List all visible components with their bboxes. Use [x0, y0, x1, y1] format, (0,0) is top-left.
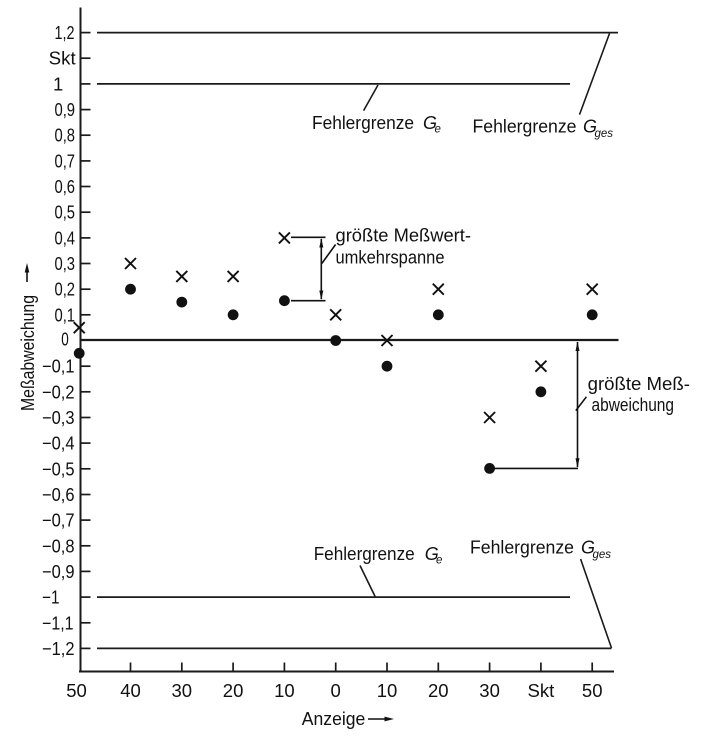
svg-text:−1,1: −1,1: [42, 612, 74, 633]
svg-text:G: G: [581, 538, 595, 558]
svg-text:ges: ges: [593, 549, 612, 561]
svg-text:40: 40: [120, 680, 141, 701]
svg-text:Fehlergrenze: Fehlergrenze: [470, 538, 574, 558]
svg-text:0,9: 0,9: [55, 99, 76, 120]
svg-text:0: 0: [331, 680, 341, 701]
svg-text:−0,7: −0,7: [42, 510, 75, 531]
svg-text:0,8: 0,8: [55, 125, 76, 146]
svg-text:Skt: Skt: [49, 48, 76, 69]
svg-text:−0,3: −0,3: [42, 407, 75, 428]
svg-text:20: 20: [223, 680, 244, 701]
svg-text:1: 1: [53, 73, 63, 94]
svg-text:0,7: 0,7: [55, 150, 76, 171]
svg-text:e: e: [436, 555, 442, 567]
svg-text:Anzeige: Anzeige: [302, 708, 366, 729]
svg-text:abweichung: abweichung: [592, 395, 675, 415]
svg-text:ges: ges: [595, 128, 614, 140]
svg-text:−0,8: −0,8: [42, 535, 75, 556]
svg-text:Meßabweichung: Meßabweichung: [17, 295, 38, 411]
svg-text:0,2: 0,2: [55, 279, 76, 300]
svg-text:Fehlergrenze: Fehlergrenze: [314, 544, 415, 564]
svg-text:größte Meß-: größte Meß-: [588, 374, 690, 394]
svg-text:0,5: 0,5: [55, 202, 76, 223]
svg-text:10: 10: [274, 680, 295, 701]
svg-text:50: 50: [582, 680, 603, 701]
svg-text:0,4: 0,4: [55, 227, 76, 248]
svg-text:G: G: [423, 113, 437, 133]
svg-text:Skt: Skt: [528, 680, 555, 701]
svg-text:0,3: 0,3: [55, 253, 76, 274]
svg-text:1,2: 1,2: [55, 22, 75, 43]
svg-text:20: 20: [428, 680, 449, 701]
svg-text:−1: −1: [42, 587, 60, 608]
svg-text:10: 10: [377, 680, 398, 701]
svg-text:30: 30: [172, 680, 193, 701]
svg-text:−1,2: −1,2: [42, 638, 75, 659]
svg-text:umkehrspanne: umkehrspanne: [336, 248, 445, 268]
svg-text:−0,5: −0,5: [42, 458, 75, 479]
svg-text:0: 0: [61, 328, 69, 349]
svg-text:größte Meßwert-: größte Meßwert-: [336, 226, 472, 246]
svg-text:−0,2: −0,2: [42, 381, 75, 402]
svg-text:−0,9: −0,9: [42, 561, 75, 582]
svg-text:G: G: [583, 117, 597, 137]
svg-text:Fehlergrenze: Fehlergrenze: [312, 113, 414, 133]
svg-text:Fehlergrenze: Fehlergrenze: [473, 117, 577, 137]
svg-text:0,1: 0,1: [55, 304, 76, 325]
svg-text:−0,1: −0,1: [42, 356, 75, 377]
svg-text:−0,6: −0,6: [42, 484, 75, 505]
svg-text:−0,4: −0,4: [42, 433, 75, 454]
svg-text:50: 50: [66, 680, 87, 701]
svg-text:30: 30: [479, 680, 500, 701]
svg-text:e: e: [435, 124, 441, 136]
svg-text:G: G: [425, 544, 439, 564]
svg-text:0,6: 0,6: [55, 176, 76, 197]
